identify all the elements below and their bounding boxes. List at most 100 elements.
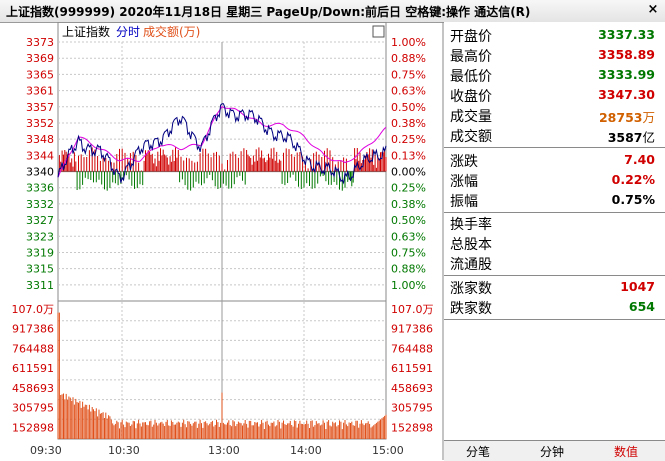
volume-row: 成交量 28753万 [450,109,655,125]
change-pct-row: 涨幅 0.22% [450,172,655,190]
price-tick-label: 3327 [26,214,54,227]
total-shares-row: 总股本 [450,237,492,253]
separator [444,147,665,148]
float-shares-row: 流通股 [450,257,492,273]
index-name: 上证指数 [62,24,110,39]
tab-ticks[interactable]: 分笔 [466,445,491,459]
expand-icon[interactable] [372,25,385,38]
volume-tick-label: 305795 [391,402,433,415]
volume-tick-label: 917386 [391,323,433,336]
amplitude-value: 0.75% [611,192,655,207]
time-tick-label: 13:00 [208,444,240,457]
grid [58,41,386,439]
volume-tick-label: 611591 [12,362,54,375]
separator [444,319,665,320]
volume-tick-label: 305795 [12,402,54,415]
price-tick-label: 3311 [26,279,54,292]
advancers-value: 1047 [620,279,655,294]
decliners-row: 跌家数 654 [450,299,655,317]
price-axis: 3373 3369 3365 3361 3357 3352 3348 3344 3340 3336… [26,36,54,292]
percent-tick-label: 0.63% [391,85,426,98]
price-tick-label: 3369 [26,52,54,65]
percent-tick-label: 0.63% [391,230,426,243]
volume-tick-label: 764488 [391,342,433,355]
index-price-line [57,103,387,185]
percent-tick-label: 0.75% [391,68,426,81]
percent-tick-label: 0.00% [391,166,426,179]
price-tick-label: 3315 [26,263,54,276]
price-tick-label: 3373 [26,36,54,49]
volume-tick-label: 611591 [391,362,433,375]
volume-tick-label: 458693 [12,382,54,395]
close-icon[interactable]: × [647,2,659,17]
volume-tick-label: 152898 [12,421,54,434]
up-down-bars [58,147,387,191]
change-value: 7.40 [624,152,655,167]
percent-tick-label: 0.25% [391,133,426,146]
price-tick-label: 3323 [26,230,54,243]
percent-tick-label: 0.88% [391,52,426,65]
quote-panel: 开盘价 3337.33 最高价 3358.89 最低价 3333.99 收盘价 3347… [444,22,665,440]
price-tick-label: 3336 [26,182,54,195]
time-tick-label: 10:30 [108,444,140,457]
separator [444,212,665,213]
close-value: 3347.30 [598,87,655,102]
volume-label: 成交额(万) [143,24,200,39]
open-value: 3337.33 [598,27,655,42]
price-tick-label: 3340 [26,166,54,179]
volume-tick-label: 917386 [12,323,54,336]
intraday-chart[interactable]: 上证指数 分时 成交额(万) 3373336933653361335733523… [0,22,444,460]
change-row: 涨跌 7.40 [450,152,655,170]
open-row: 开盘价 3337.33 [450,27,655,45]
high-row: 最高价 3358.89 [450,47,655,65]
price-tick-label: 3357 [26,101,54,114]
turnover-row: 换手率 [450,217,492,233]
volume-tick-label: 107.0万 [12,303,55,316]
percent-tick-label: 0.13% [391,149,426,162]
percent-tick-label: 0.50% [391,101,426,114]
time-axis: 09:30 10:30 13:00 14:00 15:00 [30,444,404,457]
time-tick-label: 09:30 [30,444,62,457]
price-tick-label: 3344 [26,149,54,162]
percent-tick-label: 0.88% [391,263,426,276]
volume-tick-label: 458693 [391,382,433,395]
title-bar: 上证指数(999999) 2020年11月18日 星期三 PageUp/Down… [0,0,665,23]
price-tick-label: 3332 [26,198,54,211]
high-value: 3358.89 [598,47,655,62]
price-tick-label: 3348 [26,133,54,146]
tab-values[interactable]: 数值 [614,445,639,459]
decliners-value: 654 [628,299,655,314]
advancers-row: 涨家数 1047 [450,279,655,297]
percent-tick-label: 1.00% [391,36,426,49]
price-tick-label: 3352 [26,117,54,130]
volume-value: 28753万 [598,110,655,125]
time-tick-label: 14:00 [290,444,322,457]
percent-tick-label: 0.38% [391,198,426,211]
low-row: 最低价 3333.99 [450,67,655,85]
change-pct-value: 0.22% [611,172,655,187]
amplitude-row: 振幅 0.75% [450,192,655,210]
amount-row: 成交额 3587亿 [450,129,655,145]
volume-bars [57,312,387,439]
low-value: 3333.99 [598,67,655,82]
tab-minutes[interactable]: 分钟 [540,445,565,459]
amount-value: 3587亿 [607,130,655,145]
volume-axis: 107.0万 107.0万 917386 917386 764488 764488 6115… [12,303,434,434]
volume-tick-label: 152898 [391,421,433,434]
close-row: 收盘价 3347.30 [450,87,655,105]
price-tick-label: 3319 [26,246,54,259]
mode-label[interactable]: 分时 [116,25,140,39]
percent-tick-label: 0.38% [391,117,426,130]
percent-tick-label: 1.00% [391,279,426,292]
time-tick-label: 15:00 [372,444,404,457]
separator [444,275,665,276]
tab-bar: 分笔 分钟 数值 [444,440,665,461]
price-tick-label: 3365 [26,68,54,81]
percent-tick-label: 0.75% [391,246,426,259]
window-title: 上证指数(999999) 2020年11月18日 星期三 PageUp/Down… [6,5,531,19]
volume-tick-label: 764488 [12,342,54,355]
price-tick-label: 3361 [26,85,54,98]
volume-tick-label: 107.0万 [391,303,434,316]
percent-tick-label: 0.50% [391,214,426,227]
average-price-line [57,105,387,178]
